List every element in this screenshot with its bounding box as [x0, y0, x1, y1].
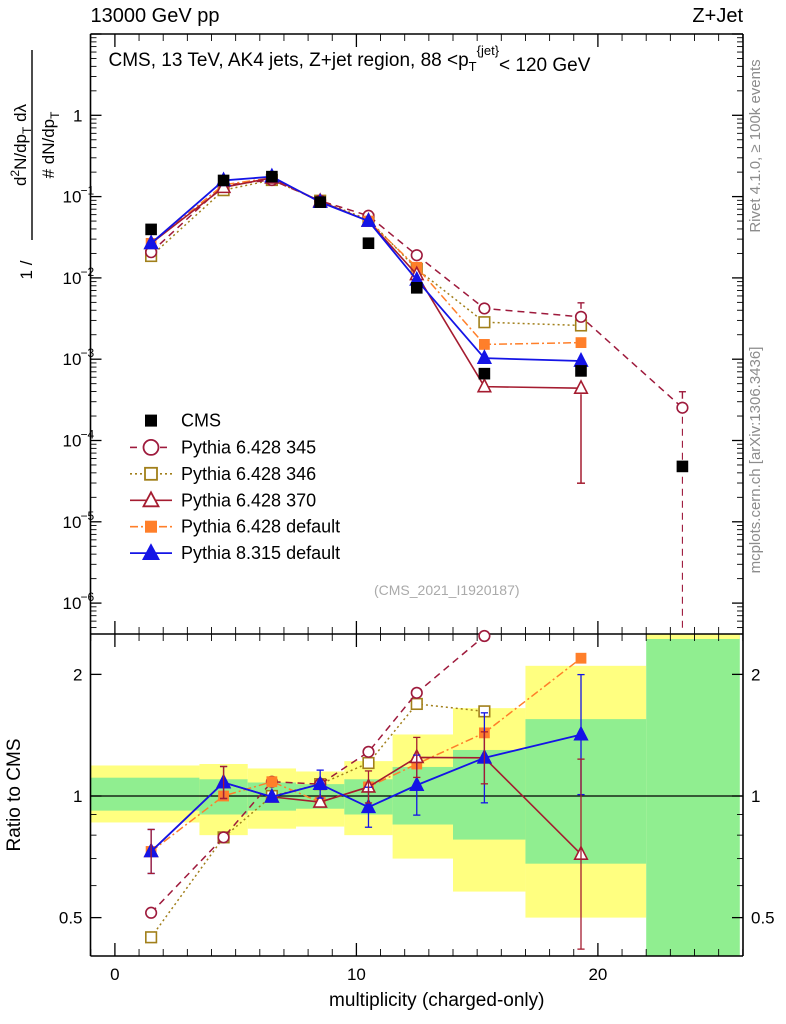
svg-text:Z+Jet: Z+Jet — [692, 5, 743, 27]
svg-text:Pythia 6.428 346: Pythia 6.428 346 — [181, 464, 316, 484]
svg-text:Pythia 6.428 default: Pythia 6.428 default — [181, 517, 340, 537]
svg-text:10: 10 — [63, 513, 82, 532]
svg-text:2: 2 — [73, 665, 82, 684]
svg-text:Rivet 4.1.0, ≥ 100k events: Rivet 4.1.0, ≥ 100k events — [747, 59, 764, 232]
svg-text:10: 10 — [63, 432, 82, 451]
svg-text:10: 10 — [63, 350, 82, 369]
svg-text:10: 10 — [347, 965, 366, 984]
svg-text:(CMS_2021_I1920187): (CMS_2021_I1920187) — [374, 582, 520, 598]
svg-text:Pythia 6.428 345: Pythia 6.428 345 — [181, 437, 316, 457]
svg-text:10: 10 — [63, 269, 82, 288]
svg-text:0: 0 — [110, 965, 119, 984]
svg-text:0.5: 0.5 — [59, 909, 83, 928]
svg-text:10: 10 — [63, 188, 82, 207]
svg-text:−6: −6 — [81, 590, 95, 604]
svg-text:−3: −3 — [81, 346, 95, 360]
svg-text:1 /: 1 / — [17, 260, 36, 279]
svg-text:Pythia 8.315 default: Pythia 8.315 default — [181, 543, 340, 563]
svg-text:−1: −1 — [81, 184, 95, 198]
svg-text:1: 1 — [751, 787, 760, 806]
svg-text:10: 10 — [63, 594, 82, 613]
svg-text:−2: −2 — [81, 265, 95, 279]
svg-text:Ratio to CMS: Ratio to CMS — [4, 739, 25, 852]
svg-text:0.5: 0.5 — [751, 909, 775, 928]
svg-text:20: 20 — [588, 965, 607, 984]
svg-text:CMS: CMS — [181, 411, 221, 431]
svg-text:−4: −4 — [81, 428, 95, 442]
svg-text:Pythia 6.428 370: Pythia 6.428 370 — [181, 490, 316, 510]
svg-text:13000 GeV pp: 13000 GeV pp — [91, 5, 220, 27]
svg-text:mcplots.cern.ch [arXiv:1306.34: mcplots.cern.ch [arXiv:1306.3436] — [747, 347, 764, 574]
svg-text:multiplicity (charged-only): multiplicity (charged-only) — [329, 990, 544, 1011]
svg-text:1: 1 — [73, 106, 82, 125]
svg-text:2: 2 — [751, 665, 760, 684]
svg-text:−5: −5 — [81, 509, 95, 523]
svg-text:1: 1 — [73, 787, 82, 806]
